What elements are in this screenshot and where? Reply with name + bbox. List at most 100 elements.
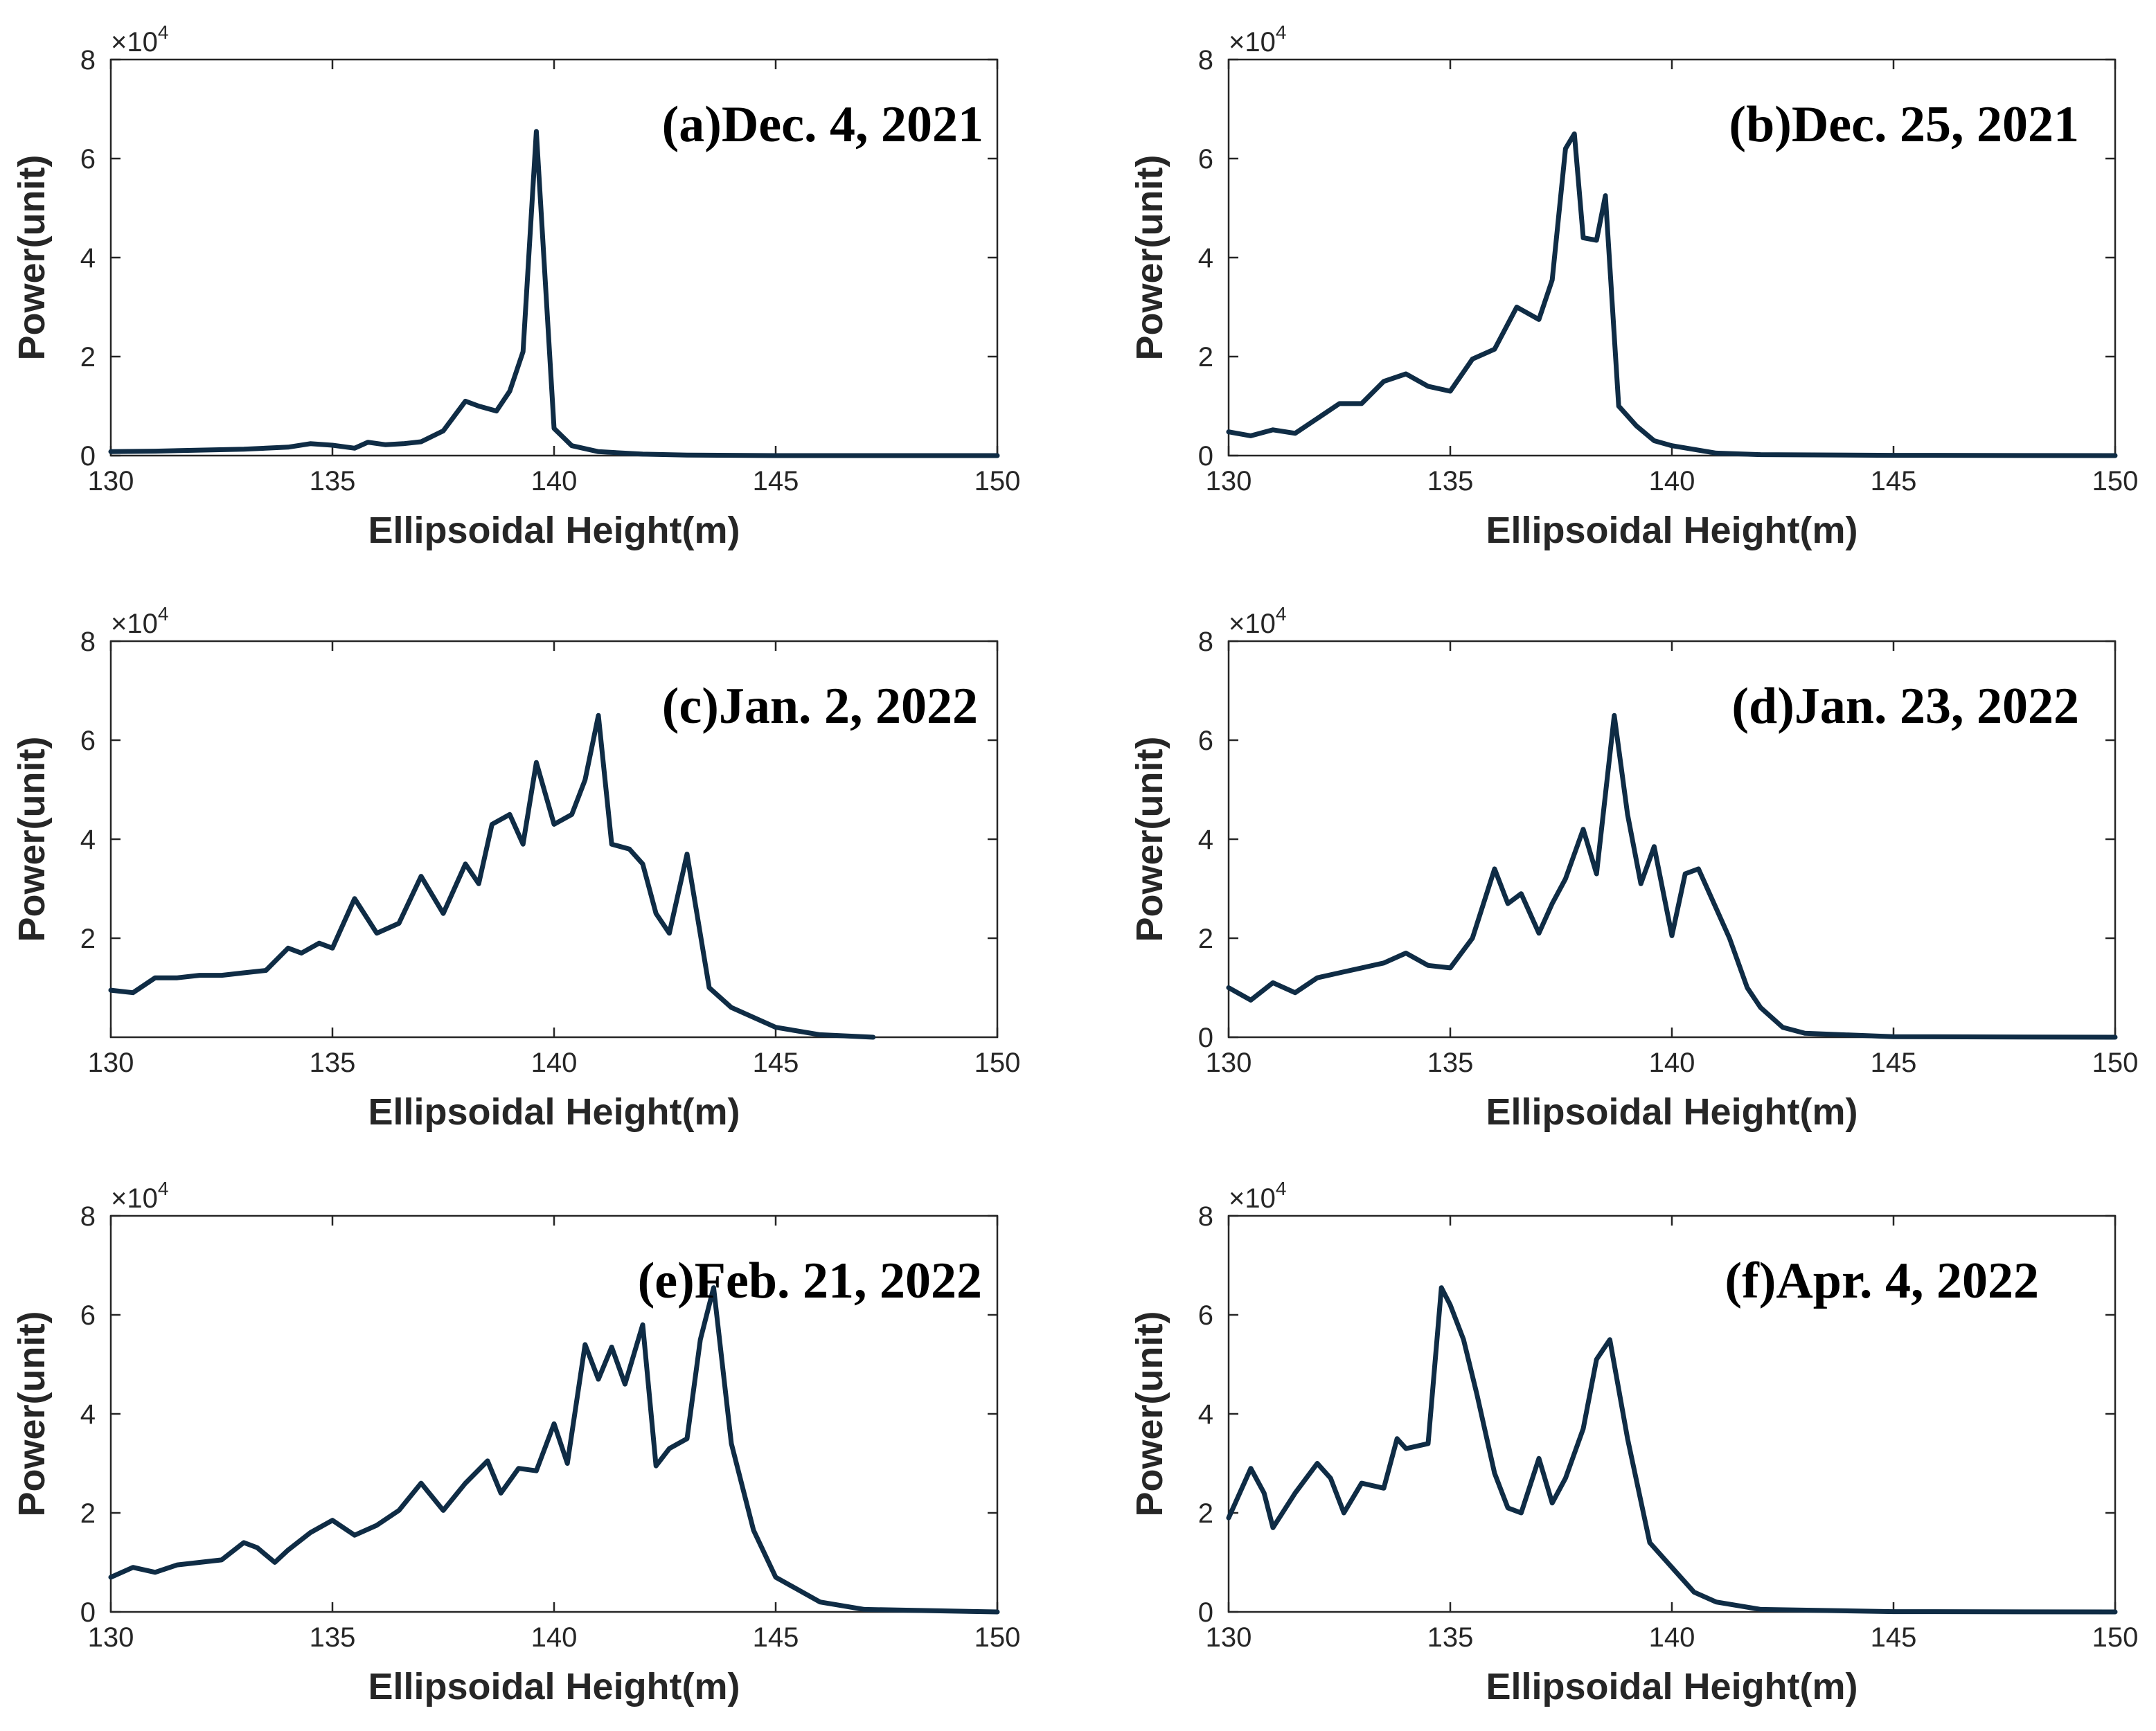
y-axis-label: Power(unit) [1129,737,1170,942]
series-line [1226,131,2118,458]
x-axis-label: Ellipsoidal Height(m) [1486,510,1857,551]
y-exponent-power: 4 [1276,603,1287,625]
x-tick-label: 150 [974,1048,1021,1078]
y-exponent-base: ×10 [1229,27,1276,57]
x-axis-label: Ellipsoidal Height(m) [368,1091,740,1133]
y-axis-label: Power(unit) [11,737,53,942]
y-tick-label: 2 [80,924,96,954]
y-tick-label: 0 [80,1597,96,1628]
y-exponent-power: 4 [1276,21,1287,43]
x-axis-label: Ellipsoidal Height(m) [1486,1091,1857,1133]
y-tick-label: 6 [80,144,96,174]
x-tick-label: 130 [1206,1622,1252,1653]
x-tick-label: 140 [531,1048,578,1078]
x-tick-label: 135 [310,1048,356,1078]
y-exponent-label: ×104 [111,21,168,57]
y-exponent-base: ×10 [111,27,158,57]
y-exponent-label: ×104 [111,603,168,639]
x-tick-label: 150 [2092,1622,2139,1653]
y-tick-label: 4 [1198,825,1213,855]
y-exponent-base: ×10 [1229,609,1276,639]
y-tick-label: 6 [80,726,96,756]
x-axis-label: Ellipsoidal Height(m) [1486,1666,1857,1707]
x-tick-label: 150 [974,466,1021,496]
y-tick-label: 2 [1198,1498,1213,1529]
x-tick-label: 140 [531,466,578,496]
x-tick-label: 140 [1649,466,1695,496]
y-exponent-label: ×104 [1229,1178,1286,1214]
y-tick-label: 8 [80,627,96,657]
x-tick-label: 130 [88,1048,134,1078]
y-tick-label: 8 [1198,45,1213,75]
x-tick-label: 145 [1871,1048,1917,1078]
y-tick-label: 8 [1198,1201,1213,1232]
x-axis-label: Ellipsoidal Height(m) [368,1666,740,1707]
y-tick-label: 6 [1198,726,1213,756]
x-tick-label: 140 [1649,1622,1695,1653]
y-exponent-base: ×10 [111,609,158,639]
x-tick-label: 135 [310,1622,356,1653]
y-axis-label: Power(unit) [11,1311,53,1517]
y-tick-label: 2 [1198,924,1213,954]
y-tick-label: 0 [80,441,96,472]
x-tick-label: 135 [1427,466,1474,496]
y-exponent-base: ×10 [1229,1183,1276,1214]
y-exponent-label: ×104 [111,1178,168,1214]
x-tick-label: 135 [1427,1622,1474,1653]
x-tick-label: 140 [531,1622,578,1653]
y-tick-label: 2 [80,1498,96,1529]
x-tick-label: 150 [2092,466,2139,496]
x-tick-label: 145 [753,1622,799,1653]
y-exponent-power: 4 [158,1178,169,1199]
y-axis-label: Power(unit) [1129,1311,1170,1517]
y-tick-label: 2 [80,342,96,373]
x-tick-label: 145 [753,466,799,496]
y-tick-label: 4 [1198,243,1213,273]
panel-title: (e)Feb. 21, 2022 [638,1253,982,1309]
x-tick-label: 130 [88,1622,134,1653]
y-tick-label: 4 [80,243,96,273]
y-exponent-power: 4 [1276,1178,1287,1199]
x-tick-label: 130 [1206,466,1252,496]
x-tick-label: 135 [1427,1048,1474,1078]
y-axis-label: Power(unit) [11,155,53,361]
y-exponent-power: 4 [158,21,169,43]
x-tick-label: 145 [1871,466,1917,496]
y-exponent-label: ×104 [1229,21,1286,57]
panel-title: (f)Apr. 4, 2022 [1725,1253,2039,1309]
x-axis-label: Ellipsoidal Height(m) [368,510,740,551]
series-line [1226,712,2118,1040]
panel-title: (b)Dec. 25, 2021 [1729,96,2079,153]
series-line [108,1285,1000,1615]
x-tick-label: 145 [1871,1622,1917,1653]
y-tick-label: 8 [80,45,96,75]
y-tick-label: 6 [1198,1300,1213,1331]
chart-panel-f: 130 135 140 145 150 0 2 4 6 8 ×104 Ellipsoidal Heig… [1129,1178,2138,1707]
series-line [108,712,876,1040]
panel-title: (d)Jan. 23, 2022 [1731,678,2079,735]
y-tick-label: 8 [80,1201,96,1232]
y-tick-label: 0 [1198,1597,1213,1628]
panel-title: (c)Jan. 2, 2022 [662,678,978,735]
y-tick-label: 0 [1198,441,1213,472]
y-exponent-power: 4 [158,603,169,625]
y-tick-label: 6 [80,1300,96,1331]
series-line [108,129,1000,458]
y-tick-label: 0 [1198,1023,1213,1053]
y-tick-label: 8 [1198,627,1213,657]
y-tick-label: 4 [80,1399,96,1430]
x-tick-label: 135 [310,466,356,496]
x-tick-label: 145 [753,1048,799,1078]
x-tick-label: 130 [1206,1048,1252,1078]
y-tick-label: 2 [1198,342,1213,373]
series-line [1226,1285,2118,1615]
y-exponent-label: ×104 [1229,603,1286,639]
y-tick-label: 4 [80,825,96,855]
x-tick-label: 150 [2092,1048,2139,1078]
